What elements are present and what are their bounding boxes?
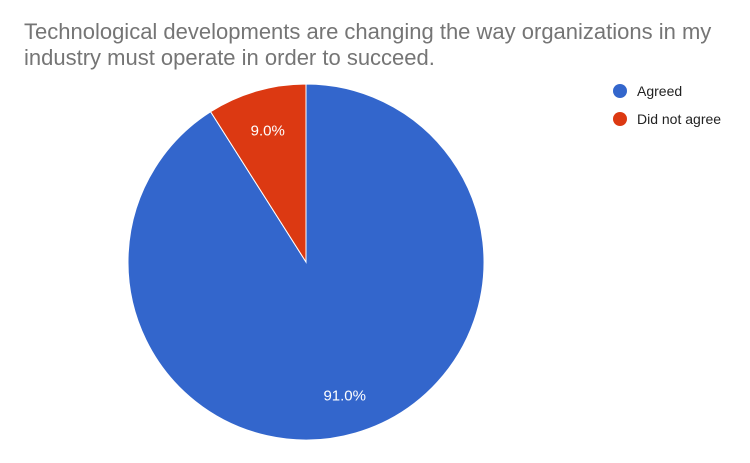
legend-label-agreed: Agreed — [637, 83, 682, 99]
pie-slice-did-not-agree — [209, 83, 307, 264]
legend-label-did-not-agree: Did not agree — [637, 111, 721, 127]
legend-marker-did-not-agree — [613, 112, 627, 126]
slice-label-agreed: 91.0% — [323, 387, 366, 404]
legend: Agreed Did not agree — [613, 83, 721, 127]
pie-slice-labels: 91.0% 9.0% — [251, 122, 366, 404]
legend-marker-agreed — [613, 84, 627, 98]
slice-label-did-not-agree: 9.0% — [251, 122, 285, 139]
chart-title: Technological developments are changing … — [24, 19, 712, 70]
pie-slices — [127, 83, 485, 441]
pie-slice-agreed — [127, 83, 485, 441]
